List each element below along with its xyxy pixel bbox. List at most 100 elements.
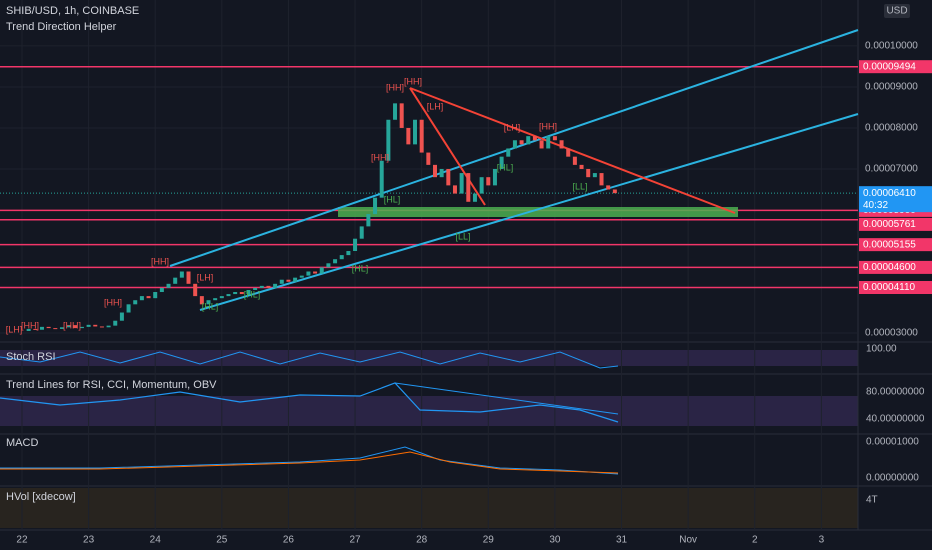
candle-body (326, 263, 331, 268)
pivot-label: [LH] (504, 122, 521, 132)
trend-band (0, 396, 858, 426)
rsi-trendline (394, 382, 619, 415)
level-label: 0.00009494 (863, 61, 916, 72)
candle-body (386, 119, 391, 161)
candle-body (572, 156, 577, 165)
candle-body (213, 298, 218, 301)
pivot-label: [HH] (386, 82, 404, 92)
candle-body (539, 140, 544, 149)
candle-body (546, 136, 551, 149)
candle-body (79, 326, 84, 329)
pivot-label: [HL] (244, 289, 261, 299)
x-tick-label: 2 (752, 535, 758, 546)
candle-body (126, 304, 131, 313)
candle-body (446, 168, 451, 186)
candle-body (452, 185, 457, 194)
pivot-label: [LH] (427, 101, 444, 111)
y-tick-label: 0.00010000 (865, 41, 918, 52)
macd-signal (0, 451, 619, 474)
pane-title: MACD (6, 437, 38, 449)
candle-body (559, 140, 564, 149)
candle-body (239, 292, 244, 295)
candle-body (599, 173, 604, 186)
candle-body (199, 296, 204, 305)
resistance-line (409, 87, 486, 206)
candle-body (219, 296, 224, 299)
x-tick-label: 30 (549, 535, 561, 546)
x-tick-label: 26 (283, 535, 295, 546)
stoch-k (0, 351, 619, 369)
candle-body (399, 103, 404, 128)
y-tick-label: 0.00008000 (865, 123, 918, 134)
candle-body (179, 271, 184, 278)
candle-body (266, 285, 271, 288)
pane-title: Stoch RSI (6, 351, 56, 363)
pivot-label: [HH] (371, 152, 389, 162)
pivot-label: [LH] (197, 272, 214, 282)
candle-body (193, 283, 198, 297)
candle-body (99, 326, 104, 328)
x-tick-label: 31 (616, 535, 628, 546)
pivot-label: [HH] (404, 76, 422, 86)
candle-body (492, 168, 497, 186)
y-tick-label: 0.00007000 (865, 164, 918, 175)
candle-body (432, 164, 437, 178)
candle-body (39, 326, 44, 330)
pivot-label: [HH] (63, 320, 81, 330)
candle-body (526, 136, 531, 145)
candle-body (353, 238, 358, 252)
candle-body (93, 324, 98, 327)
currency[interactable]: USD (886, 6, 907, 17)
candle-body (173, 277, 178, 284)
level-label: 0.00005761 (863, 219, 916, 230)
pane-tick: 40.00000000 (866, 414, 925, 425)
level-badge (859, 281, 932, 295)
currency-badge[interactable] (884, 4, 910, 18)
pivot-label: [HH] (151, 256, 169, 266)
channel-lower (199, 113, 859, 311)
resistance-line (409, 87, 736, 214)
pivot-label: [LL] (455, 231, 470, 241)
candle-body (286, 279, 291, 282)
symbol-title: SHIB/USD, 1h, COINBASE (6, 5, 139, 17)
pane-tick: 0.00000000 (866, 473, 919, 484)
pane-tick: 0.00001000 (866, 437, 919, 448)
pivot-label: [HH] (539, 121, 557, 131)
candle-body (339, 255, 344, 260)
candle-body (413, 119, 418, 145)
countdown: 40:32 (863, 200, 888, 211)
candle-body (73, 325, 78, 329)
candle-body (313, 271, 318, 274)
candle-body (59, 327, 64, 329)
candle-body (273, 283, 278, 288)
x-tick-label: 24 (150, 535, 162, 546)
grid (0, 0, 858, 530)
x-tick-label: 3 (819, 535, 825, 546)
candle-body (486, 177, 491, 186)
x-tick-label: 23 (83, 535, 95, 546)
candles (26, 103, 617, 331)
rsi-line (0, 382, 619, 423)
level-badge (859, 260, 932, 274)
candle-body (439, 168, 444, 178)
hvol-band (0, 488, 858, 528)
level-badge (859, 60, 932, 74)
stoch-band (0, 350, 858, 366)
y-tick-label: 0.00009000 (865, 82, 918, 93)
candle-body (552, 136, 557, 141)
pivot-label: [HH] (104, 297, 122, 307)
candle-body (33, 328, 38, 330)
indicator-title: Trend Direction Helper (6, 21, 117, 33)
candle-body (206, 300, 211, 305)
level-badge (859, 217, 932, 231)
pane-title: Trend Lines for RSI, CCI, Momentum, OBV (6, 379, 217, 391)
candle-body (366, 214, 371, 227)
candle-body (259, 285, 264, 288)
candle-body (159, 287, 164, 293)
y-tick-label: 0.00003000 (865, 328, 918, 339)
candle-body (566, 148, 571, 157)
candle-body (472, 193, 477, 202)
candle-body (512, 140, 517, 149)
pane-title: HVol [xdecow] (6, 491, 76, 503)
candle-body (86, 324, 91, 327)
